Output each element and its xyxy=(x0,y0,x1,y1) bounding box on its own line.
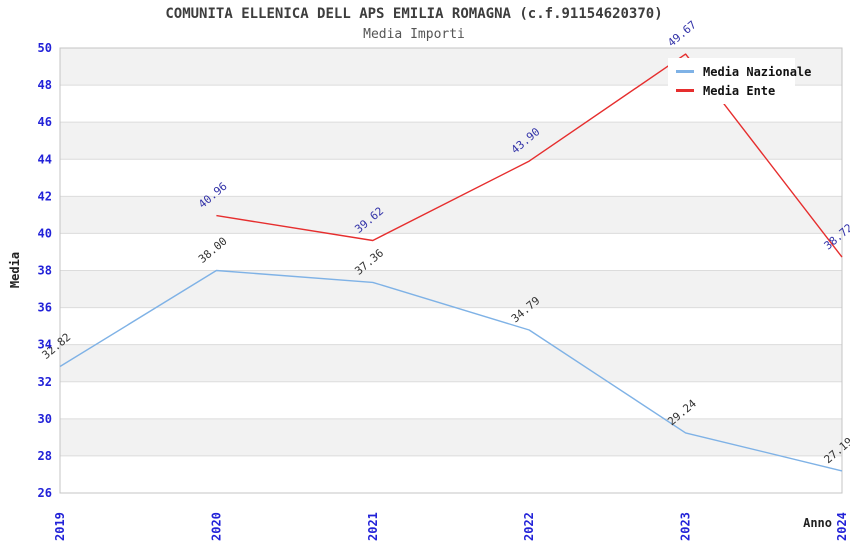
legend: Media Nazionale Media Ente xyxy=(668,58,811,104)
chart-title: COMUNITA ELLENICA DELL APS EMILIA ROMAGN… xyxy=(165,6,663,22)
legend-swatch-nazionale-icon xyxy=(676,70,694,73)
y-tick-label: 50 xyxy=(38,41,52,55)
x-tick-label: 2019 xyxy=(53,512,67,541)
plot-band xyxy=(60,196,842,234)
data-label: 49.67 xyxy=(665,18,699,49)
y-tick-label: 44 xyxy=(38,152,52,166)
series-line-media-ente xyxy=(216,53,843,258)
y-tick-label: 34 xyxy=(38,338,52,352)
y-tick-label: 28 xyxy=(38,449,52,463)
y-tick-label: 38 xyxy=(38,264,52,278)
legend-swatch-ente-icon xyxy=(676,89,694,92)
x-tick-label: 2024 xyxy=(835,512,849,541)
x-axis-title: Anno xyxy=(803,516,832,530)
legend-item-media-ente: Media Ente xyxy=(676,81,795,100)
legend-label-nazionale: Media Nazionale xyxy=(703,64,812,79)
legend-label-ente: Media Ente xyxy=(703,83,776,98)
y-tick-label: 26 xyxy=(38,486,52,500)
y-tick-label: 36 xyxy=(38,301,52,315)
series-line-media-nazionale xyxy=(59,269,843,472)
y-tick-label: 42 xyxy=(38,189,52,203)
plot-band xyxy=(60,418,842,456)
chart-subtitle: Media Importi xyxy=(363,27,465,42)
x-tick-label: 2022 xyxy=(522,512,536,541)
x-tick-label: 2020 xyxy=(209,512,223,541)
legend-item-media-nazionale: Media Nazionale xyxy=(676,62,811,81)
y-tick-label: 30 xyxy=(38,412,52,426)
plot-border xyxy=(59,47,843,494)
plot-band xyxy=(60,344,842,382)
y-tick-label: 32 xyxy=(38,375,52,389)
y-tick-label: 40 xyxy=(38,226,52,240)
data-label: 38.00 xyxy=(196,235,230,266)
plot-band xyxy=(60,270,842,308)
x-tick-label: 2023 xyxy=(679,512,693,541)
y-tick-label: 46 xyxy=(38,115,52,129)
plot-band xyxy=(60,122,842,160)
y-axis-title: Media xyxy=(8,251,22,289)
x-tick-label: 2021 xyxy=(366,512,380,541)
y-tick-label: 48 xyxy=(38,78,52,92)
